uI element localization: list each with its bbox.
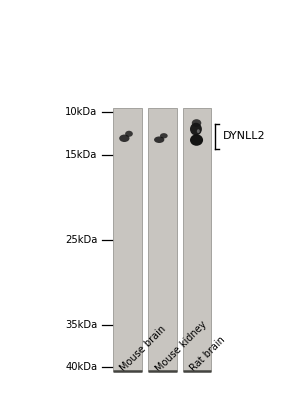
Text: 10kDa: 10kDa (65, 108, 97, 118)
Bar (113, 108, 142, 371)
Text: 15kDa: 15kDa (65, 150, 97, 160)
Ellipse shape (119, 134, 130, 142)
Text: DYNLL2: DYNLL2 (223, 131, 265, 141)
Bar (183, 108, 211, 371)
Bar (148, 108, 177, 371)
Text: 40kDa: 40kDa (65, 362, 97, 372)
Ellipse shape (160, 133, 168, 138)
Text: Mouse kidney: Mouse kidney (154, 319, 208, 374)
Ellipse shape (190, 123, 202, 136)
Text: Rat brain: Rat brain (188, 335, 227, 374)
Ellipse shape (197, 129, 200, 133)
Ellipse shape (125, 131, 133, 137)
Ellipse shape (190, 134, 203, 146)
Ellipse shape (192, 119, 201, 127)
Text: 25kDa: 25kDa (65, 235, 97, 245)
Text: Mouse brain: Mouse brain (119, 324, 168, 374)
Text: 35kDa: 35kDa (65, 320, 97, 330)
Ellipse shape (154, 136, 164, 143)
